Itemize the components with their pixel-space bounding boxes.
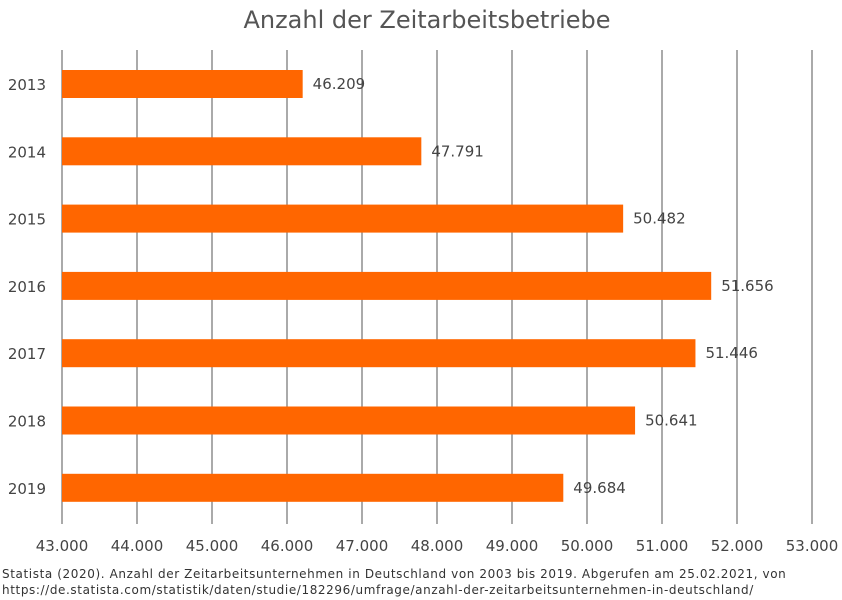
bar-2019 — [62, 473, 564, 502]
x-tick-label-7: 50.000 — [561, 537, 614, 555]
data-label-2017: 51.446 — [705, 344, 758, 362]
bars — [62, 70, 712, 502]
bar-2018 — [62, 406, 636, 435]
bar-2013 — [62, 70, 303, 98]
x-tick-label-9: 52.000 — [711, 537, 764, 555]
x-tick-label-0: 43.000 — [36, 537, 89, 555]
y-tick-label-2017: 2017 — [8, 345, 46, 363]
x-tick-label-8: 51.000 — [636, 537, 689, 555]
data-label-2013: 46.209 — [313, 75, 366, 93]
y-tick-label-2013: 2013 — [8, 76, 46, 94]
data-label-2016: 51.656 — [721, 277, 774, 295]
x-tick-label-2: 45.000 — [186, 537, 239, 555]
source-line-2: https://de.statista.com/statistik/daten/… — [2, 583, 754, 597]
source-line-1: Statista (2020). Anzahl der Zeitarbeitsu… — [2, 567, 787, 581]
data-label-2019: 49.684 — [573, 479, 626, 497]
data-label-2015: 50.482 — [633, 210, 686, 228]
data-label-2018: 50.641 — [645, 412, 698, 430]
x-axis-tick-labels: 43.000 44.000 45.000 46.000 47.000 48.000 49.0… — [36, 537, 839, 555]
chart-title: Anzahl der Zeitarbeitsbetriebe — [243, 6, 610, 34]
y-tick-label-2018: 2018 — [8, 413, 46, 431]
y-tick-label-2014: 2014 — [8, 143, 46, 161]
y-tick-label-2016: 2016 — [8, 278, 46, 296]
x-tick-label-3: 46.000 — [261, 537, 314, 555]
x-tick-label-4: 47.000 — [336, 537, 389, 555]
bar-2016 — [62, 271, 712, 300]
bar-2017 — [62, 339, 696, 368]
x-tick-label-10: 53.000 — [786, 537, 839, 555]
bar-2014 — [62, 137, 422, 166]
data-label-2014: 47.791 — [431, 142, 484, 160]
x-tick-label-1: 44.000 — [111, 537, 164, 555]
data-labels: 46.209 47.791 50.482 51.656 51.446 50.641 49.6… — [313, 75, 774, 497]
x-tick-label-6: 49.000 — [486, 537, 539, 555]
y-tick-label-2015: 2015 — [8, 211, 46, 229]
y-tick-label-2019: 2019 — [8, 480, 46, 498]
y-axis-tick-labels: 2013 2014 2015 2016 2017 2018 2019 — [8, 76, 46, 498]
source-citation: Statista (2020). Anzahl der Zeitarbeitsu… — [2, 566, 842, 598]
bar-2015 — [62, 204, 624, 233]
x-tick-label-5: 48.000 — [411, 537, 464, 555]
